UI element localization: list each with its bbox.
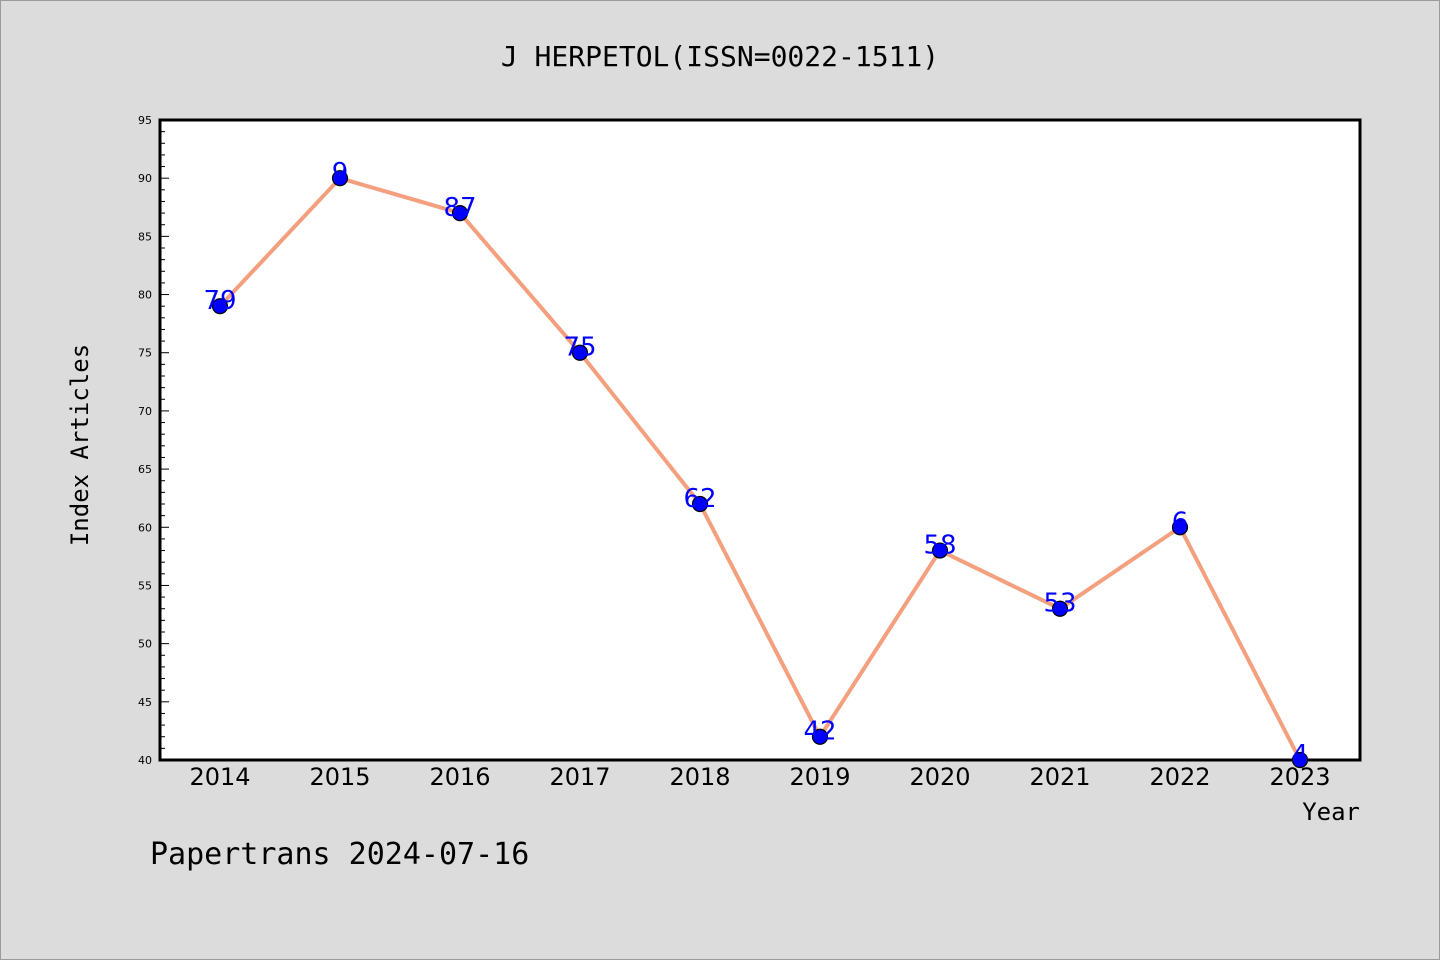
data-point [1051, 600, 1069, 617]
x-tick-label: 2022 [1149, 763, 1210, 791]
data-label: 58 [923, 531, 956, 561]
data-point [211, 298, 229, 315]
x-tick-label: 2014 [189, 763, 250, 791]
data-point [1291, 751, 1309, 769]
y-tick-label: 90 [138, 172, 152, 185]
data-label: 4 [1292, 740, 1309, 770]
chart-title: J HERPETOL(ISSN=0022-1511) [501, 40, 939, 73]
data-labels: 79 9 87 75 62 42 58 53 6 4 [203, 158, 1308, 770]
data-label: 62 [683, 484, 716, 514]
y-tick-label: 60 [138, 521, 152, 534]
data-point [571, 344, 589, 361]
y-tick-label: 95 [138, 114, 152, 127]
data-label: 42 [803, 717, 836, 747]
data-label: 6 [1172, 507, 1189, 537]
data-point [1171, 519, 1189, 536]
y-tick-label: 80 [138, 289, 152, 302]
y-axis-label: Index Articles [66, 344, 94, 546]
x-tick-label: 2017 [549, 763, 610, 791]
footer-date: Papertrans 2024-07-16 [150, 837, 529, 872]
y-tick-label: 45 [138, 696, 152, 709]
x-tick-label: 2021 [1029, 763, 1090, 791]
x-tick-label: 2015 [309, 763, 370, 791]
data-label: 79 [203, 286, 236, 316]
data-markers [211, 170, 1309, 769]
y-tick-label: 70 [138, 405, 152, 418]
y-axis: 40 45 50 55 60 65 70 75 80 85 90 95 [138, 114, 169, 767]
y-tick-label: 40 [138, 754, 152, 767]
x-axis: 2014 2015 2016 2017 2018 2019 2020 2021 2022 2023 [189, 763, 1330, 791]
y-tick-label: 65 [138, 463, 152, 476]
plot-area [158, 118, 1362, 762]
y-tick-label: 75 [138, 347, 152, 360]
data-label: 53 [1043, 589, 1076, 619]
data-point [931, 542, 949, 559]
y-tick-label: 50 [138, 638, 152, 651]
data-point [691, 495, 709, 513]
x-tick-label: 2016 [429, 763, 490, 791]
data-label: 9 [332, 158, 349, 188]
x-tick-label: 2020 [909, 763, 970, 791]
x-axis-label: Year [1302, 798, 1360, 826]
x-tick-label: 2019 [789, 763, 850, 791]
data-point [451, 204, 469, 222]
x-tick-label: 2018 [669, 763, 730, 791]
data-label: 87 [443, 193, 476, 223]
data-point [811, 728, 829, 745]
data-label: 75 [563, 333, 596, 363]
data-point [331, 170, 349, 187]
series-line [218, 176, 1302, 761]
y-tick-label: 55 [138, 579, 152, 592]
y-tick-label: 85 [138, 230, 152, 243]
